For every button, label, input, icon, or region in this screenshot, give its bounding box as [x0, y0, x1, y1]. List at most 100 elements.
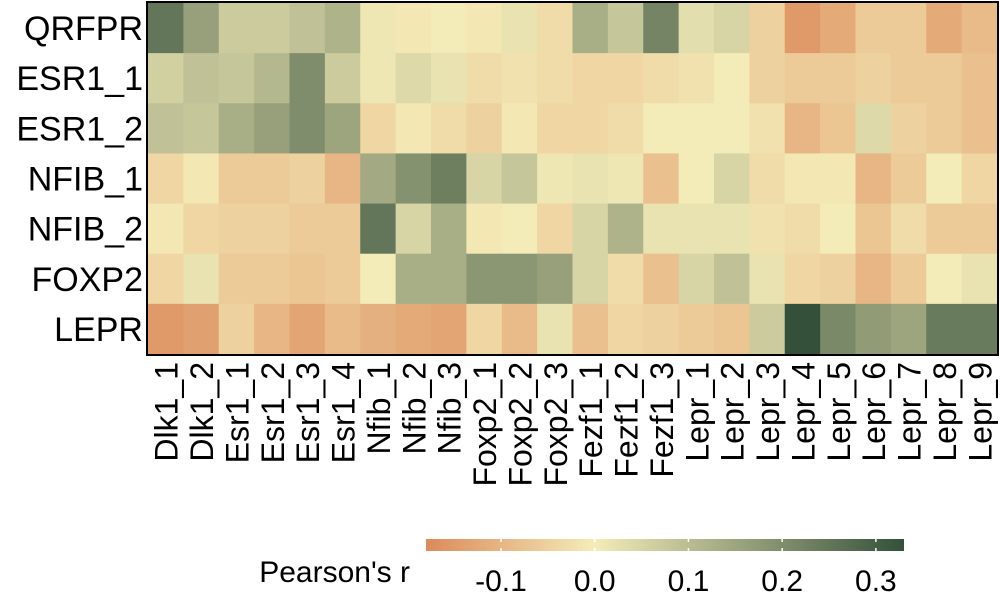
heatmap-cell: [643, 203, 680, 255]
heatmap-cell: [607, 203, 644, 255]
column-label: Fezf1_1: [573, 362, 609, 478]
heatmap-cell: [961, 203, 998, 255]
heatmap-cell: [926, 253, 963, 305]
heatmap-cell: [466, 103, 503, 155]
heatmap-cell: [607, 53, 644, 104]
heatmap-cell: [254, 203, 291, 255]
heatmap-cell: [324, 3, 361, 54]
heatmap-cell: [148, 253, 184, 305]
heatmap-cell: [148, 303, 184, 355]
heatmap-cell: [855, 253, 892, 305]
column-label: Nfib_1: [361, 362, 397, 455]
heatmap-cell: [926, 3, 963, 54]
heatmap-cell: [678, 303, 715, 355]
heatmap-cell: [218, 253, 255, 305]
heatmap-cell: [714, 303, 750, 355]
column-label: Lepr_5: [821, 362, 857, 462]
heatmap-cell: [324, 103, 361, 155]
heatmap-cell: [501, 203, 538, 255]
heatmap-cell: [749, 3, 786, 54]
heatmap-cell: [607, 103, 644, 155]
heatmap-cell: [890, 103, 927, 155]
heatmap-cell: [148, 103, 184, 155]
heatmap-cell: [324, 203, 361, 255]
heatmap-cell: [183, 103, 220, 155]
heatmap-cell: [183, 253, 220, 305]
heatmap-cell: [926, 203, 963, 255]
heatmap-cell: [324, 303, 361, 355]
column-label: Lepr_2: [715, 362, 751, 462]
heatmap-cell: [148, 3, 184, 54]
heatmap-cell: [466, 53, 503, 104]
heatmap-cell: [466, 3, 503, 54]
heatmap-cell: [678, 53, 715, 104]
colorbar-tick-label: 0.3: [855, 565, 897, 598]
row-label: QRFPR: [24, 10, 143, 48]
heatmap-cell: [289, 103, 326, 155]
heatmap-cell: [537, 253, 574, 305]
heatmap-cell: [289, 153, 326, 205]
heatmap-cell: [254, 3, 291, 54]
heatmap-cell: [218, 3, 255, 54]
column-label: Esr1_3: [290, 362, 326, 463]
heatmap-cell: [784, 3, 821, 54]
heatmap-cell: [820, 3, 857, 54]
row-label: NFIB_1: [28, 161, 143, 199]
heatmap-cell: [431, 203, 467, 255]
heatmap-cell: [749, 53, 786, 104]
heatmap-cell: [749, 253, 786, 305]
column-label: Fezf1_3: [644, 362, 680, 478]
heatmap-cell: [289, 3, 326, 54]
heatmap-cell: [537, 203, 574, 255]
heatmap-cell: [643, 153, 680, 205]
colorbar-gradient: [426, 539, 904, 551]
heatmap-cell: [961, 303, 998, 355]
heatmap-cell: [890, 53, 927, 104]
heatmap-cell: [643, 53, 680, 104]
heatmap-cell: [501, 103, 538, 155]
heatmap-cell: [254, 103, 291, 155]
heatmap-cell: [855, 203, 892, 255]
heatmap-cell: [643, 103, 680, 155]
row-label: ESR1_2: [16, 110, 143, 148]
heatmap-cell: [820, 153, 857, 205]
column-label: Esr1_2: [255, 362, 291, 463]
heatmap-cell: [820, 53, 857, 104]
heatmap-cell: [183, 203, 220, 255]
heatmap-cell: [749, 203, 786, 255]
heatmap-cell: [183, 3, 220, 54]
heatmap-cell: [254, 303, 291, 355]
row-label: NFIB_2: [28, 211, 143, 249]
heatmap-cell: [714, 153, 750, 205]
heatmap-cell: [183, 53, 220, 104]
heatmap-cell: [890, 153, 927, 205]
heatmap-cell: [395, 203, 432, 255]
heatmap-cell: [890, 253, 927, 305]
heatmap-cell: [714, 53, 750, 104]
column-label: Fezf1_2: [609, 362, 645, 478]
column-label: Esr1_4: [326, 362, 362, 463]
heatmap-cell: [855, 53, 892, 104]
heatmap-cell: [501, 153, 538, 205]
row-labels: QRFPR ESR1_1 ESR1_2 NFIB_1 NFIB_2 FOXP2 LEPR: [16, 10, 143, 349]
heatmap-cell: [431, 53, 467, 104]
heatmap-cell: [678, 3, 715, 54]
heatmap-cell: [572, 153, 609, 205]
column-label: Foxp2_1: [467, 362, 503, 487]
heatmap-cell: [360, 103, 397, 155]
column-label: Esr1_1: [219, 362, 255, 463]
heatmap-cell: [855, 303, 892, 355]
heatmap-cell: [607, 3, 644, 54]
heatmap-cell: [431, 253, 467, 305]
column-label: Lepr_3: [750, 362, 786, 462]
heatmap-cell: [926, 53, 963, 104]
heatmap-cell: [218, 203, 255, 255]
heatmap-cell: [926, 103, 963, 155]
heatmap-cell: [855, 103, 892, 155]
column-label: Lepr_4: [785, 362, 821, 462]
heatmap-cell: [678, 103, 715, 155]
heatmap-cell: [678, 253, 715, 305]
heatmap-cell: [395, 303, 432, 355]
heatmap-cell: [749, 303, 786, 355]
